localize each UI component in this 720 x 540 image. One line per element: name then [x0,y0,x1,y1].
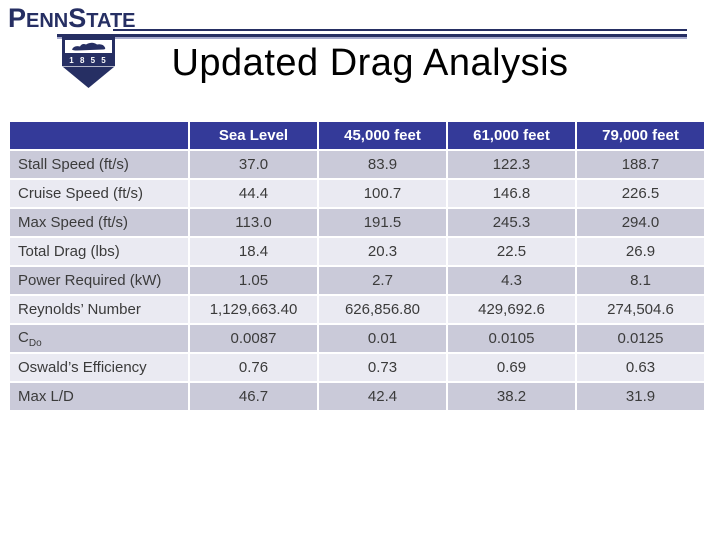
row-label: Oswald’s Efficiency [10,354,188,381]
table-cell: 37.0 [190,151,317,178]
table-cell: 44.4 [190,180,317,207]
row-label: Stall Speed (ft/s) [10,151,188,178]
wordmark-letter: P [8,3,27,33]
shield-band [65,40,112,53]
table-cell: 294.0 [577,209,704,236]
table-cell: 22.5 [448,238,575,265]
slide-title: Updated Drag Analysis [171,42,569,84]
table-cell: 122.3 [448,151,575,178]
table-cell: 0.0125 [577,325,704,352]
table-cell: 1.05 [190,267,317,294]
nittany-lion-icon [71,42,105,51]
table-row: CDo 0.0087 0.01 0.0105 0.0125 [10,325,704,352]
wordmark-letters: ENN [26,10,69,32]
table-cell: 146.8 [448,180,575,207]
table-cell: 1,129,663.40 [190,296,317,323]
column-header: 79,000 feet [577,122,704,149]
row-label: Total Drag (lbs) [10,238,188,265]
row-label: CDo [10,325,188,352]
table-cell: 38.2 [448,383,575,410]
table-cell: 26.9 [577,238,704,265]
table-cell: 188.7 [577,151,704,178]
row-label: Max Speed (ft/s) [10,209,188,236]
table-cell: 113.0 [190,209,317,236]
table-cell: 429,692.6 [448,296,575,323]
row-label: Cruise Speed (ft/s) [10,180,188,207]
table-cell: 0.01 [319,325,446,352]
table-cell: 4.3 [448,267,575,294]
table-cell: 0.76 [190,354,317,381]
table-cell: 0.0087 [190,325,317,352]
drag-analysis-table: Sea Level 45,000 feet 61,000 feet 79,000 fe… [8,120,706,412]
table-cell: 0.73 [319,354,446,381]
table-cell: 245.3 [448,209,575,236]
table-cell: 100.7 [319,180,446,207]
wordmark-letter: S [68,3,87,33]
table-cell: 626,856.80 [319,296,446,323]
table-row: Reynolds’ Number 1,129,663.40 626,856.80 42… [10,296,704,323]
column-header [10,122,188,149]
table-row: Max Speed (ft/s) 113.0 191.5 245.3 294.0 [10,209,704,236]
table-row: Oswald’s Efficiency 0.76 0.73 0.69 0.63 [10,354,704,381]
table-cell: 274,504.6 [577,296,704,323]
table-cell: 83.9 [319,151,446,178]
table-row: Stall Speed (ft/s) 37.0 83.9 122.3 188.7 [10,151,704,178]
header-rule-thin [113,29,687,31]
table-cell: 46.7 [190,383,317,410]
shield-year-1855: 1 8 5 5 [62,55,115,67]
table-cell: 0.0105 [448,325,575,352]
row-label: Reynolds’ Number [10,296,188,323]
column-header: 61,000 feet [448,122,575,149]
table-cell: 0.63 [577,354,704,381]
row-label: Power Required (kW) [10,267,188,294]
column-header: 45,000 feet [319,122,446,149]
table-cell: 191.5 [319,209,446,236]
column-header: Sea Level [190,122,317,149]
table-cell: 31.9 [577,383,704,410]
wordmark-letters: TATE [86,10,136,32]
table-cell: 226.5 [577,180,704,207]
penn-state-wordmark: PENNSTATE [8,5,136,32]
header-rule-thick [57,34,687,39]
table-cell: 20.3 [319,238,446,265]
table-row: Power Required (kW) 1.05 2.7 4.3 8.1 [10,267,704,294]
table-cell: 2.7 [319,267,446,294]
penn-state-shield-icon: 1 8 5 5 [62,36,115,88]
row-label: Max L/D [10,383,188,410]
table-cell: 8.1 [577,267,704,294]
table-header-row: Sea Level 45,000 feet 61,000 feet 79,000 fe… [10,122,704,149]
table-row: Total Drag (lbs) 18.4 20.3 22.5 26.9 [10,238,704,265]
table-row: Max L/D 46.7 42.4 38.2 31.9 [10,383,704,410]
table-cell: 18.4 [190,238,317,265]
table-cell: 42.4 [319,383,446,410]
table-cell: 0.69 [448,354,575,381]
table-row: Cruise Speed (ft/s) 44.4 100.7 146.8 226.5 [10,180,704,207]
